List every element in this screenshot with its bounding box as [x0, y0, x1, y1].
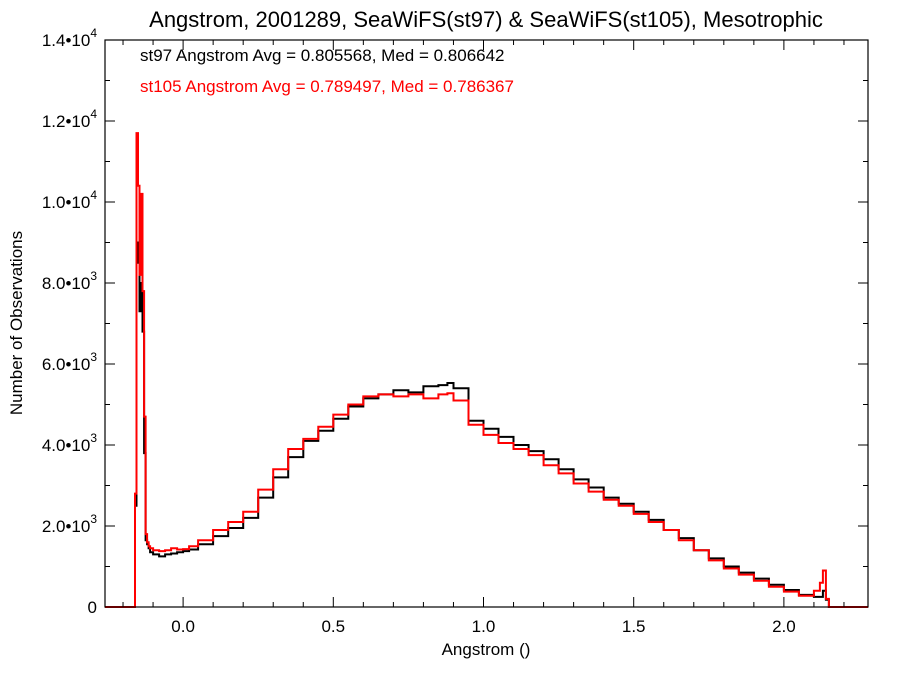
- y-tick-label: 4.0•103: [42, 431, 98, 455]
- x-axis-label: Angstrom (): [442, 640, 531, 659]
- x-tick-label: 1.5: [622, 617, 646, 636]
- y-axis-label: Number of Observations: [7, 231, 26, 415]
- plot-frame: [104, 39, 869, 608]
- x-axis: 0.0 0.5 1.0 1.5 2.0: [122, 40, 845, 636]
- x-tick-label: 0.0: [171, 617, 195, 636]
- chart-title: Angstrom, 2001289, SeaWiFS(st97) & SeaWi…: [149, 7, 823, 32]
- y-tick-label: 0: [88, 598, 97, 617]
- series-2-line: [105, 132, 868, 608]
- stats-annotation-2: st105 Angstrom Avg = 0.789497, Med = 0.7…: [140, 77, 514, 96]
- series-layer: [105, 132, 868, 608]
- y-tick-label: 2.0•103: [42, 512, 98, 536]
- y-tick-label: 8.0•103: [42, 269, 98, 293]
- y-axis: 0 2.0•103 4.0•103 6.0•103 8.0•103 1.0•104 1.2•…: [42, 26, 868, 617]
- series-1-line: [105, 241, 868, 608]
- x-tick-label: 2.0: [772, 617, 796, 636]
- x-tick-label: 0.5: [321, 617, 345, 636]
- y-tick-label: 6.0•103: [42, 350, 98, 374]
- annotations: st97 Angstrom Avg = 0.805568, Med = 0.80…: [140, 46, 514, 96]
- y-tick-label: 1.0•104: [42, 188, 98, 212]
- x-tick-label: 1.0: [472, 617, 496, 636]
- y-tick-label: 1.4•104: [42, 26, 98, 50]
- stats-annotation-1: st97 Angstrom Avg = 0.805568, Med = 0.80…: [140, 46, 505, 65]
- y-tick-label: 1.2•104: [42, 107, 98, 131]
